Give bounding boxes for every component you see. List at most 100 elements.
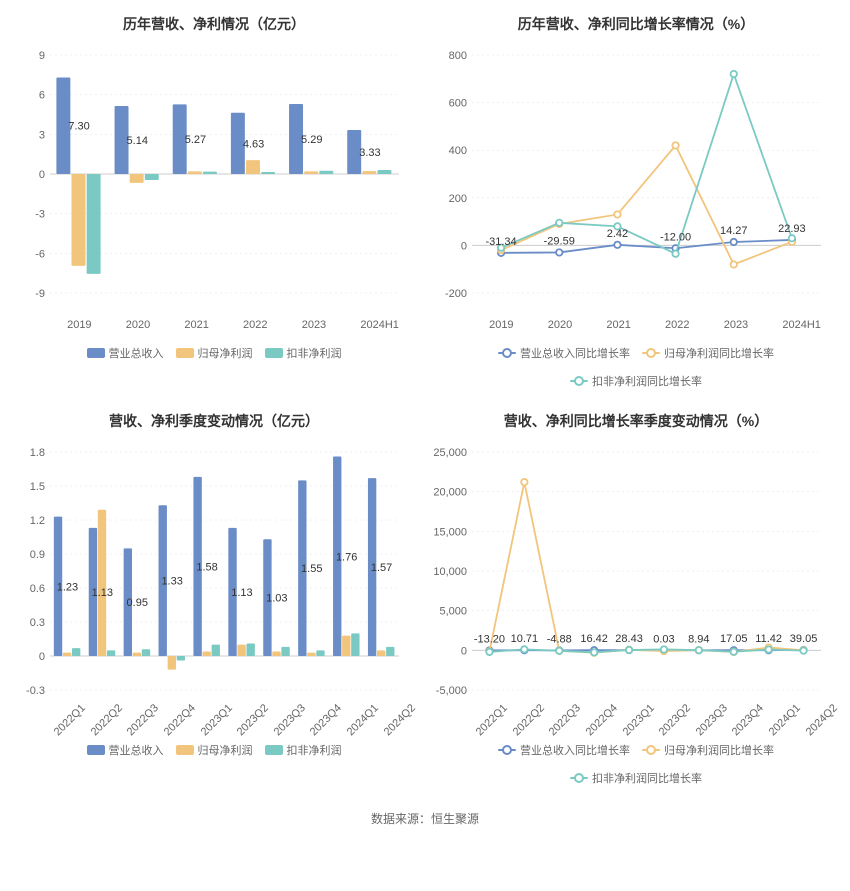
xaxis-tick-label: 2022	[665, 319, 689, 331]
legend: 营业总收入同比增长率归母净利润同比增长率扣非净利润同比增长率	[434, 742, 838, 786]
chart-grid: 历年营收、净利情况（亿元） -9-6-303697.305.145.274.63…	[0, 0, 850, 800]
legend-swatch	[265, 745, 283, 755]
svg-text:3.33: 3.33	[359, 147, 380, 159]
svg-text:10,000: 10,000	[434, 566, 467, 578]
legend-item: 营业总收入	[87, 742, 164, 758]
svg-text:22.93: 22.93	[778, 223, 806, 235]
svg-text:7.30: 7.30	[68, 121, 89, 133]
svg-text:28.43: 28.43	[615, 633, 643, 645]
svg-text:11.42: 11.42	[755, 633, 782, 645]
legend-label: 营业总收入	[109, 345, 164, 361]
legend: 营业总收入 归母净利润扣非净利润	[12, 742, 416, 758]
xaxis-tick-label: 2022	[243, 319, 267, 331]
xaxis-tick-label: 2024H1	[782, 319, 821, 331]
xaxis-tick-label: 2022Q4	[584, 706, 617, 739]
legend-label: 扣非净利润同比增长率	[592, 373, 702, 389]
svg-text:5.29: 5.29	[301, 134, 322, 146]
svg-text:600: 600	[449, 98, 467, 110]
legend-swatch	[176, 348, 194, 358]
xaxis-tick-label: 2022Q3	[125, 706, 158, 739]
svg-text:0.9: 0.9	[30, 549, 45, 561]
svg-text:-200: -200	[445, 288, 467, 299]
legend-item: 营业总收入	[87, 345, 164, 361]
xaxis-labels: 2022Q12022Q22022Q32022Q42023Q12023Q22023…	[472, 716, 838, 728]
legend-swatch	[176, 745, 194, 755]
svg-text:0: 0	[461, 240, 467, 252]
svg-text:-31.34: -31.34	[485, 236, 516, 248]
legend-swatch	[642, 352, 660, 354]
legend-swatch	[87, 745, 105, 755]
legend-item: 扣非净利润	[265, 742, 342, 758]
legend-label: 扣非净利润	[287, 345, 342, 361]
svg-text:800: 800	[449, 50, 467, 62]
xaxis-tick-label: 2022Q2	[89, 706, 122, 739]
svg-text:1.55: 1.55	[301, 563, 322, 575]
xaxis-tick-label: 2023Q1	[198, 706, 231, 739]
xaxis-labels: 2022Q12022Q22022Q32022Q42023Q12023Q22023…	[50, 716, 416, 728]
svg-text:-6: -6	[35, 248, 45, 260]
svg-text:15,000: 15,000	[434, 526, 467, 538]
legend: 营业总收入同比增长率归母净利润同比增长率扣非净利润同比增长率	[434, 345, 838, 389]
svg-text:6: 6	[39, 90, 45, 102]
xaxis-labels: 201920202021202220232024H1	[50, 319, 416, 331]
xaxis-tick-label: 2022Q2	[511, 706, 544, 739]
legend-item: 扣非净利润同比增长率	[570, 373, 702, 389]
xaxis-tick-label: 2021	[184, 319, 208, 331]
xaxis-tick-label: 2024Q2	[381, 706, 414, 739]
xaxis-tick-label: 2022Q1	[52, 706, 85, 739]
svg-text:1.58: 1.58	[196, 561, 217, 573]
chart-annual-growth: -2000200400600800-31.34-29.592.42-12.001…	[434, 49, 838, 309]
svg-text:-13.20: -13.20	[474, 633, 505, 645]
svg-text:8.94: 8.94	[688, 633, 709, 645]
svg-text:1.5: 1.5	[30, 481, 45, 493]
svg-text:1.8: 1.8	[30, 447, 45, 459]
svg-text:17.05: 17.05	[720, 633, 748, 645]
svg-text:200: 200	[449, 193, 467, 205]
legend-label: 归母净利润	[198, 345, 253, 361]
legend-item: 归母净利润同比增长率	[642, 742, 774, 758]
xaxis-tick-label: 2023	[724, 319, 748, 331]
xaxis-tick-label: 2023Q2	[657, 706, 690, 739]
legend-item: 归母净利润同比增长率	[642, 345, 774, 361]
xaxis-labels: 201920202021202220232024H1	[472, 319, 838, 331]
panel-annual-growth: 历年营收、净利同比增长率情况（%） -2000200400600800-31.3…	[430, 8, 842, 395]
svg-text:5,000: 5,000	[439, 606, 467, 618]
svg-text:1.33: 1.33	[161, 576, 182, 588]
xaxis-tick-label: 2023Q2	[235, 706, 268, 739]
svg-text:5.27: 5.27	[185, 134, 206, 146]
legend-swatch	[87, 348, 105, 358]
legend-swatch	[570, 380, 588, 382]
xaxis-tick-label: 2024Q2	[803, 706, 836, 739]
legend-label: 归母净利润	[198, 742, 253, 758]
legend-label: 营业总收入同比增长率	[520, 742, 630, 758]
svg-text:0.95: 0.95	[127, 597, 148, 609]
xaxis-tick-label: 2020	[548, 319, 572, 331]
legend-swatch	[570, 777, 588, 779]
legend-item: 营业总收入同比增长率	[498, 742, 630, 758]
chart-quarterly-growth: -5,00005,00010,00015,00020,00025,000-13.…	[434, 446, 838, 706]
svg-text:-3: -3	[35, 209, 45, 221]
xaxis-tick-label: 2023Q4	[730, 706, 763, 739]
legend-item: 归母净利润	[176, 742, 253, 758]
svg-text:400: 400	[449, 145, 467, 157]
chart-annual-bar: -9-6-303697.305.145.274.635.293.33	[12, 49, 416, 309]
xaxis-tick-label: 2023Q1	[620, 706, 653, 739]
legend-label: 归母净利润同比增长率	[664, 345, 774, 361]
panel-quarterly-growth: 营收、净利同比增长率季度变动情况（%） -5,00005,00010,00015…	[430, 405, 842, 792]
data-source-footer: 数据来源：恒生聚源	[0, 800, 850, 843]
svg-text:0: 0	[39, 651, 45, 663]
svg-text:10.71: 10.71	[511, 633, 539, 645]
xaxis-tick-label: 2023Q4	[308, 706, 341, 739]
xaxis-tick-label: 2021	[606, 319, 630, 331]
svg-text:20,000: 20,000	[434, 487, 467, 499]
svg-text:1.23: 1.23	[57, 581, 78, 593]
svg-text:-4.88: -4.88	[547, 633, 572, 645]
svg-text:4.63: 4.63	[243, 138, 264, 150]
svg-text:-0.3: -0.3	[26, 685, 45, 696]
svg-text:1.76: 1.76	[336, 551, 357, 563]
panel-title: 营收、净利季度变动情况（亿元）	[12, 411, 416, 431]
svg-text:3: 3	[39, 129, 45, 141]
xaxis-tick-label: 2023Q3	[272, 706, 305, 739]
svg-text:1.03: 1.03	[266, 593, 287, 605]
panel-quarterly-bar: 营收、净利季度变动情况（亿元） -0.300.30.60.91.21.51.81…	[8, 405, 420, 792]
